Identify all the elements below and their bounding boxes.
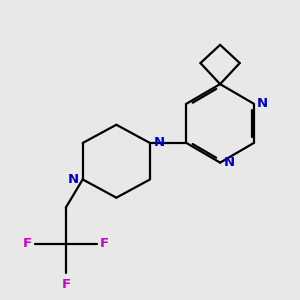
Text: N: N: [68, 173, 79, 186]
Text: F: F: [22, 237, 32, 250]
Text: N: N: [153, 136, 164, 149]
Text: N: N: [224, 156, 235, 169]
Text: N: N: [257, 97, 268, 110]
Text: F: F: [61, 278, 70, 291]
Text: F: F: [100, 237, 109, 250]
